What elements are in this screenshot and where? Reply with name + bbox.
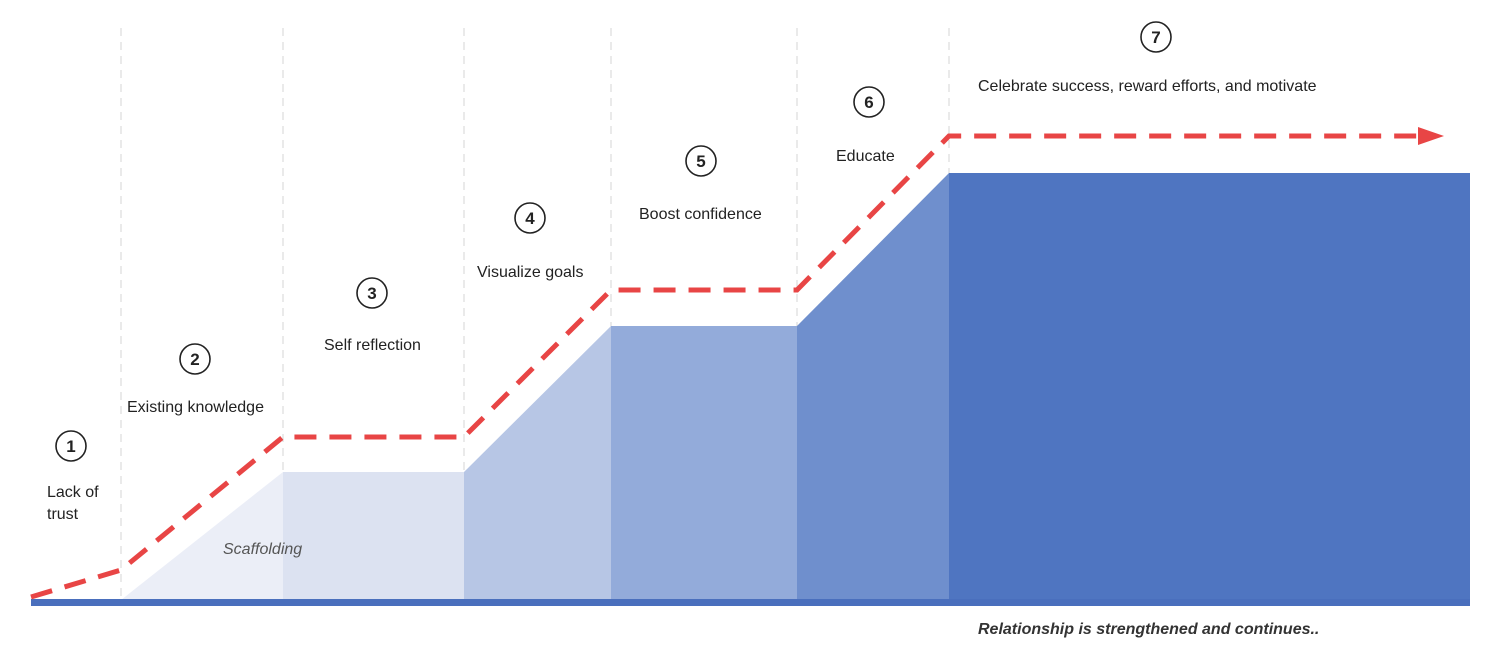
stage-number-circle — [1140, 21, 1172, 53]
stage-label: Educate — [836, 148, 895, 165]
stage-number-circle — [356, 277, 388, 309]
step-area-6 — [797, 173, 949, 600]
step-area-4 — [464, 326, 611, 600]
stage-label: Celebrate success, reward efforts, and m… — [978, 78, 1317, 95]
stage-2: 2 Existing knowledge — [127, 343, 264, 416]
progress-path — [30, 133, 1425, 600]
step-area-7 — [949, 173, 1470, 600]
stage-label: Boost confidence — [639, 206, 762, 223]
stage-label: Visualize goals — [477, 264, 583, 281]
stage-label: Lack of — [47, 484, 99, 501]
step-area-5 — [611, 326, 797, 600]
stage-number: 2 — [190, 350, 199, 369]
stage-number-circle — [853, 86, 885, 118]
stage-7: 7 Celebrate success, reward efforts, and… — [978, 21, 1317, 95]
stage-3: 3 Self reflection — [324, 277, 421, 354]
stage-6: 6 Educate — [836, 86, 895, 165]
step-areas — [121, 173, 1470, 600]
stage-number-circle — [685, 145, 717, 177]
stage-label: Existing knowledge — [127, 399, 264, 416]
stage-number: 7 — [1151, 28, 1160, 47]
step-area-3 — [283, 472, 464, 600]
stage-1: 1 Lack of trust — [47, 430, 99, 523]
stage-label: Self reflection — [324, 337, 421, 354]
stage-number-circle — [55, 430, 87, 462]
stage-5: 5 Boost confidence — [639, 145, 762, 223]
relationship-caption: Relationship is strengthened and continu… — [978, 621, 1319, 638]
stage-number: 6 — [864, 93, 873, 112]
baseline-bar — [31, 599, 1470, 606]
scaffolding-label: Scaffolding — [223, 541, 302, 558]
stage-number: 3 — [367, 284, 376, 303]
stage-number: 5 — [696, 152, 705, 171]
step-area-2 — [121, 472, 283, 600]
stage-label: trust — [47, 506, 79, 523]
stage-number: 4 — [525, 209, 535, 228]
stage-number: 1 — [66, 437, 75, 456]
stage-4: 4 Visualize goals — [477, 202, 583, 281]
stage-number-circle — [179, 343, 211, 375]
arrow-head-icon — [1418, 127, 1444, 145]
stage-number-circle — [514, 202, 546, 234]
